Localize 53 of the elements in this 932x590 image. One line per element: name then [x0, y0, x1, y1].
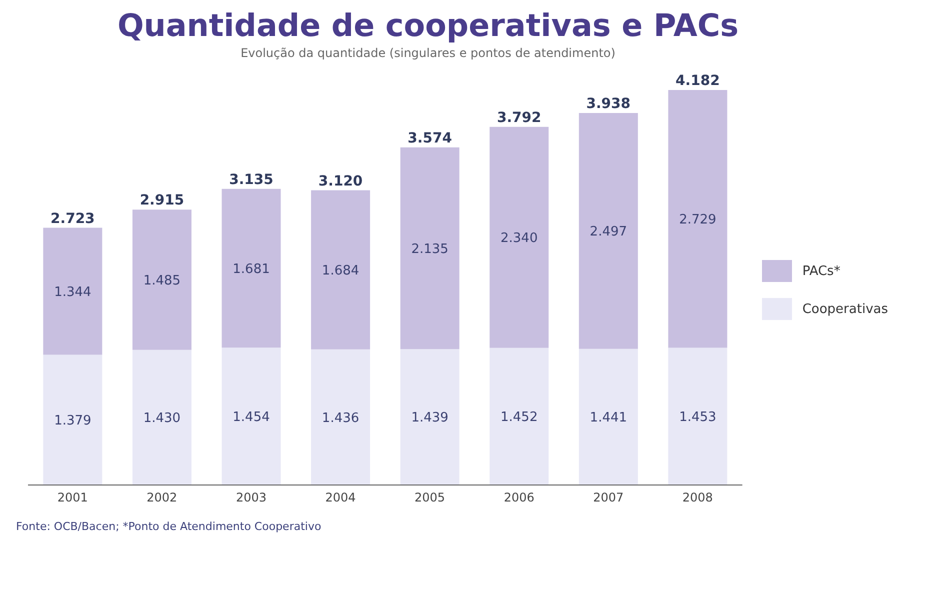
legend-label: Cooperativas — [802, 302, 888, 316]
total-label: 3.135 — [229, 172, 274, 188]
x-tick-label: 2007 — [593, 490, 624, 505]
total-label: 3.792 — [496, 110, 542, 126]
data-label: 2.729 — [679, 212, 716, 228]
bar — [222, 348, 281, 485]
bar — [578, 113, 638, 349]
total-label: 3.574 — [408, 130, 452, 146]
data-label: 1.379 — [54, 413, 92, 428]
bar — [222, 188, 281, 348]
data-label: 1.441 — [590, 410, 628, 426]
bar — [490, 126, 549, 348]
total-label: 3.938 — [586, 96, 631, 112]
data-label: 2.497 — [590, 224, 628, 240]
data-label: 1.454 — [232, 410, 270, 425]
bar — [668, 348, 728, 485]
data-label: 1.485 — [143, 273, 181, 288]
data-label: 1.439 — [411, 410, 448, 426]
data-label: 1.344 — [54, 284, 92, 300]
data-label: 1.681 — [232, 262, 270, 277]
bar — [311, 190, 370, 350]
total-label: 2.723 — [50, 210, 95, 227]
data-label: 2.135 — [411, 242, 448, 257]
chart-subtitle: Evolução da quantidade (singulares e pontos de atendimento) — [240, 46, 616, 60]
chart-title: Quantidade de cooperativas e PACs — [116, 8, 740, 44]
total-label: 4.182 — [676, 73, 720, 89]
bar — [132, 210, 192, 350]
bar — [311, 349, 370, 485]
x-tick-label: 2002 — [146, 490, 178, 505]
x-tick-label: 2003 — [236, 490, 266, 505]
data-label: 1.452 — [500, 410, 538, 426]
bar — [400, 147, 460, 350]
x-tick-label: 2004 — [325, 490, 356, 505]
bar — [490, 348, 549, 485]
bar — [400, 349, 460, 485]
bar — [43, 228, 102, 355]
data-label: 1.436 — [322, 410, 360, 426]
x-tick-label: 2006 — [504, 490, 534, 505]
total-label: 3.120 — [318, 173, 363, 190]
data-label: 2.340 — [500, 230, 538, 246]
legend-label: PACs* — [802, 264, 840, 278]
data-label: 1.453 — [679, 410, 716, 425]
x-tick-label: 2008 — [682, 490, 713, 505]
data-label: 1.684 — [322, 263, 360, 278]
bar — [132, 350, 192, 485]
source-note: Fonte: OCB/Bacen; *Ponto de Atendimento Cooperativo — [16, 520, 322, 533]
total-label: 2.915 — [140, 192, 184, 209]
x-tick-label: 2001 — [57, 490, 88, 505]
bar — [578, 348, 638, 485]
bar — [668, 90, 728, 348]
bar — [43, 354, 102, 485]
data-label: 1.430 — [143, 411, 181, 426]
x-tick-label: 2005 — [414, 490, 446, 505]
